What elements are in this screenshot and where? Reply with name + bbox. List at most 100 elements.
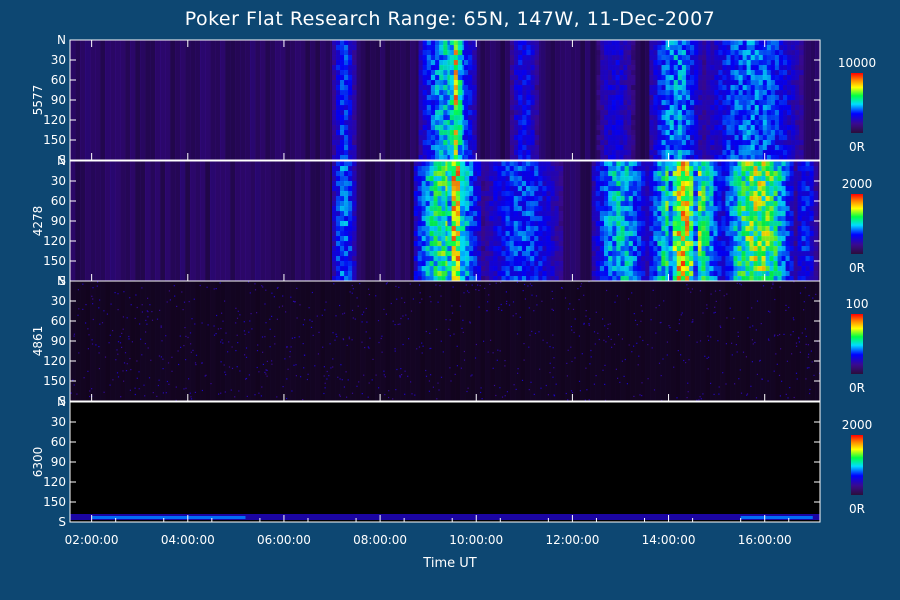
aurora-cell [509,120,515,126]
aurora-cell [668,191,674,197]
intensity-column [725,281,731,401]
intensity-column [685,281,691,401]
aurora-cell [734,115,740,121]
aurora-cell [465,266,470,272]
aurora-cell [607,130,613,136]
aurora-cell [453,60,459,66]
aurora-cell [538,276,543,282]
intensity-column [575,40,581,160]
aurora-cell [809,196,815,202]
intensity-column [790,281,796,401]
aurora-cell [657,251,662,257]
aurora-cell [702,140,707,146]
aurora-cell [340,45,345,51]
aurora-cell [754,110,760,116]
aurora-cell [754,45,760,51]
aurora-cell [782,140,788,146]
aurora-cell [521,176,527,182]
aurora-cell [534,150,540,156]
intensity-column [425,281,431,401]
aurora-cell [749,236,754,242]
aurora-cell [501,256,507,262]
aurora-cell [616,261,621,267]
aurora-cell [749,201,754,207]
aurora-cell [729,226,734,232]
aurora-cell [513,261,519,267]
aurora-cell [425,196,431,202]
aurora-cell [433,161,439,167]
aurora-cell [742,120,748,126]
aurora-cell [439,130,444,136]
aurora-cell [604,135,609,141]
aurora-cell [417,186,423,192]
aurora-cell [685,176,690,182]
aurora-cell [517,261,523,267]
aurora-cell [799,130,804,136]
aurora-cell [685,161,690,167]
aurora-cell [336,65,341,71]
aurora-cell [761,221,767,227]
aurora-cell [717,261,722,267]
aurora-cell [600,70,605,76]
aurora-cell [509,171,515,177]
aurora-cell [636,221,642,227]
aurora-cell [649,166,654,172]
aurora-cell [721,236,726,242]
aurora-cell [447,145,453,151]
aurora-cell [693,261,698,267]
aurora-cell [730,65,736,71]
aurora-cell [665,171,670,177]
aurora-cell [669,155,675,161]
aurora-cell [611,120,617,126]
intensity-column [370,281,376,401]
intensity-column [520,281,526,401]
aurora-cell [745,256,750,262]
aurora-cell [742,145,748,151]
aurora-cell [769,221,775,227]
aurora-cell [631,90,636,96]
aurora-cell [591,221,597,227]
aurora-cell [509,75,515,81]
intensity-column [475,40,481,160]
aurora-cell [477,246,482,252]
aurora-cell [805,206,811,212]
aurora-cell [685,251,690,257]
aurora-cell [596,45,601,51]
aurora-cell [501,171,507,177]
aurora-cell [765,261,771,267]
aurora-cell [730,155,736,161]
aurora-cell [447,50,453,56]
aurora-cell [809,226,815,232]
aurora-cell [455,196,461,202]
aurora-cell [600,145,605,151]
aurora-cell [672,231,678,237]
aurora-cell [769,201,775,207]
aurora-cell [730,60,736,66]
aurora-cell [694,50,699,56]
aurora-cell [534,110,540,116]
aurora-cell [619,120,624,126]
aurora-cell [501,226,507,232]
aurora-cell [726,150,731,156]
intensity-column [165,161,171,281]
aurora-cell [513,161,519,167]
aurora-cell [455,276,461,282]
aurora-cell [517,266,523,272]
aurora-cell [745,216,750,222]
aurora-cell [463,140,469,146]
aurora-cell [757,266,763,272]
aurora-cell [726,75,731,81]
aurora-cell [348,271,353,277]
aurora-cell [481,271,486,277]
aurora-cell [722,155,727,161]
aurora-cell [489,246,494,252]
aurora-cell [437,176,442,182]
aurora-cell [332,186,337,192]
aurora-cell [481,256,486,262]
aurora-cell [624,241,630,247]
aurora-cell [787,50,792,56]
aurora-cell [677,55,683,61]
aurora-cell [787,135,792,141]
aurora-cell [653,246,658,252]
aurora-cell [430,60,436,66]
